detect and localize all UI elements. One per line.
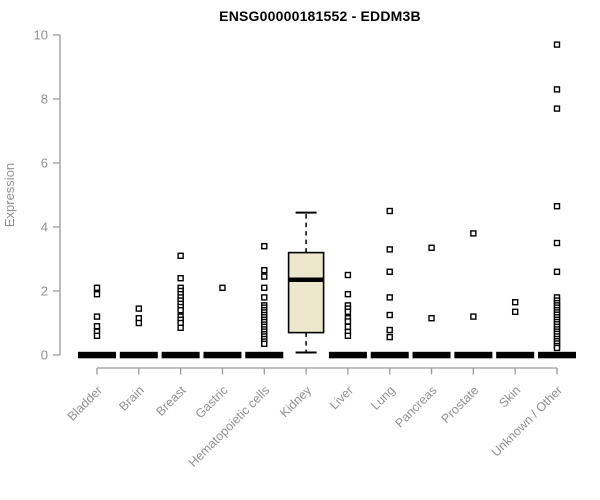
category-label-10: Skin xyxy=(496,383,523,410)
data-point xyxy=(219,284,226,291)
data-point xyxy=(93,313,101,320)
data-point xyxy=(93,291,101,298)
zero-cluster-bar-0 xyxy=(78,351,116,359)
y-tick-label-10: 10 xyxy=(34,28,48,43)
data-point xyxy=(470,230,477,237)
category-label-0: Bladder xyxy=(65,383,105,423)
data-point xyxy=(386,268,393,275)
data-point xyxy=(261,294,268,301)
y-tick-label-4: 4 xyxy=(41,220,48,235)
data-point xyxy=(553,41,561,48)
category-label-4: Hematopoietic cells xyxy=(186,383,273,470)
zero-cluster-bar-1 xyxy=(119,351,158,359)
category-label-9: Prostate xyxy=(439,383,482,426)
data-point xyxy=(386,326,393,334)
data-point xyxy=(177,324,184,331)
data-point xyxy=(344,323,352,331)
data-point xyxy=(344,318,352,325)
data-point xyxy=(177,307,184,314)
data-point xyxy=(344,332,352,339)
zero-cluster-bar-6 xyxy=(328,351,367,359)
category-label-3: Gastric xyxy=(193,383,231,421)
data-point xyxy=(261,267,268,274)
data-point xyxy=(261,242,268,250)
data-point xyxy=(177,252,184,260)
data-point xyxy=(386,333,393,341)
data-point xyxy=(135,319,143,327)
data-point xyxy=(553,86,561,93)
zero-cluster-bar-10 xyxy=(496,351,535,359)
data-point xyxy=(261,340,268,347)
category-label-1: Brain xyxy=(116,383,147,414)
data-point xyxy=(93,284,101,291)
data-point xyxy=(344,271,352,279)
data-point xyxy=(177,275,184,282)
data-point xyxy=(386,311,393,319)
category-label-5: Kidney xyxy=(277,383,314,420)
data-point xyxy=(344,291,352,298)
data-point xyxy=(93,332,101,339)
y-tick-label-2: 2 xyxy=(41,284,48,299)
box-body-5 xyxy=(287,251,325,334)
category-label-7: Lung xyxy=(368,383,398,413)
data-point xyxy=(93,323,101,330)
data-point xyxy=(386,207,393,215)
zero-cluster-bar-11 xyxy=(538,351,576,359)
data-point xyxy=(553,202,561,210)
y-tick-label-0: 0 xyxy=(41,348,48,363)
data-point xyxy=(428,244,435,252)
data-point xyxy=(386,246,393,253)
data-point xyxy=(511,308,519,315)
category-label-8: Pancreas xyxy=(392,383,439,430)
data-point xyxy=(428,315,435,322)
data-point xyxy=(135,305,143,312)
data-point xyxy=(511,299,519,306)
category-label-2: Breast xyxy=(153,383,189,419)
data-point xyxy=(261,273,268,280)
category-label-6: Liver xyxy=(327,383,356,412)
category-label-11: Unknown / Other xyxy=(489,383,565,459)
data-point xyxy=(470,313,477,320)
data-point xyxy=(344,308,352,315)
data-point xyxy=(553,268,561,275)
y-axis-title: Expression xyxy=(2,163,17,227)
zero-cluster-bar-4 xyxy=(245,351,284,359)
zero-cluster-bar-7 xyxy=(370,351,409,359)
chart-title: ENSG00000181552 - EDDM3B xyxy=(219,8,421,24)
zero-cluster-bar-3 xyxy=(203,351,242,359)
data-point xyxy=(261,284,268,291)
zero-cluster-bar-8 xyxy=(412,351,451,359)
data-point xyxy=(386,294,393,301)
zero-cluster-bar-2 xyxy=(161,351,200,359)
zero-cluster-bar-9 xyxy=(454,351,493,359)
data-point xyxy=(553,344,561,352)
data-point xyxy=(553,105,561,112)
data-point xyxy=(553,239,561,247)
y-tick-label-8: 8 xyxy=(41,92,48,107)
y-tick-label-6: 6 xyxy=(41,156,48,171)
